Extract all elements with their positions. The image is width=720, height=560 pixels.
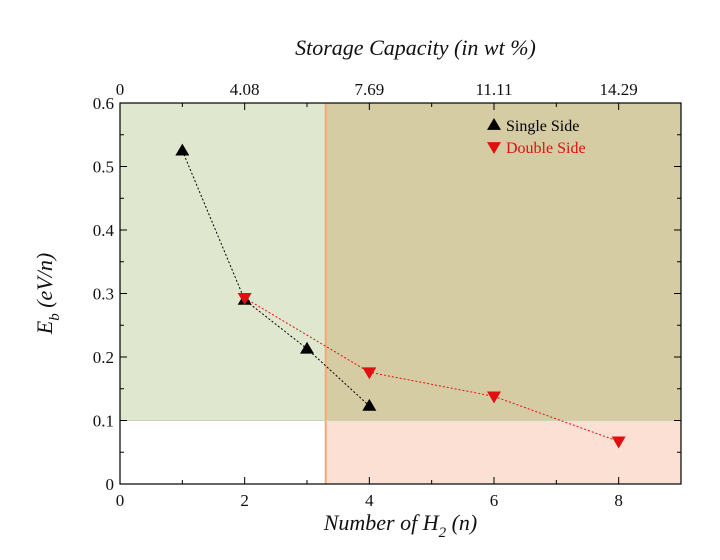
y-tick-label: 0.2 [93, 348, 114, 367]
double-side-point [362, 367, 377, 380]
top-axis-title: Storage Capacity (in wt %) [295, 35, 536, 60]
y-tick-label: 0.6 [93, 94, 114, 113]
single-side-point [362, 398, 377, 411]
single-side-line [181, 150, 370, 407]
top-tick-label: 7.69 [354, 80, 384, 99]
double-side-line [244, 297, 619, 442]
y-tick-label: 0 [106, 475, 115, 494]
top-tick-label: 14.29 [600, 80, 638, 99]
x-tick-label: 2 [240, 491, 249, 510]
y-tick-label: 0.4 [93, 221, 115, 240]
olive-region [325, 103, 681, 421]
series-lines [181, 150, 619, 442]
top-tick-label: 11.11 [476, 80, 513, 99]
double-side-point [237, 293, 252, 305]
legend: Single Side Double Side [487, 118, 586, 157]
x-tick-label: 0 [116, 491, 125, 510]
data-markers [175, 143, 626, 449]
x-tick-label: 8 [614, 491, 623, 510]
single-side-legend-marker [487, 118, 501, 130]
x-axis-title: Number of H2 (n) [323, 510, 478, 541]
y-tick-label: 0.3 [93, 285, 114, 304]
axis-ticks: 0024.0847.69611.11814.2900.10.20.30.40.5… [93, 80, 682, 510]
top-tick-label: 4.08 [230, 80, 260, 99]
y-tick-label: 0.1 [93, 412, 114, 431]
single-side-legend-label: Single Side [506, 118, 579, 135]
double-side-point [611, 436, 626, 449]
pink-region [325, 420, 681, 484]
double-side-point [487, 391, 501, 404]
x-tick-label: 6 [490, 491, 499, 510]
background-regions [120, 103, 681, 484]
top-tick-label: 0 [116, 80, 125, 99]
y-axis-title: Eb (eV/n) [32, 253, 63, 335]
double-side-legend-label: Double Side [506, 140, 586, 157]
single-side-point [175, 143, 190, 156]
double-side-legend-marker [487, 142, 501, 154]
x-tick-label: 4 [365, 491, 374, 510]
green-region [120, 103, 326, 421]
single-side-point [300, 341, 314, 354]
y-tick-label: 0.5 [93, 158, 114, 177]
